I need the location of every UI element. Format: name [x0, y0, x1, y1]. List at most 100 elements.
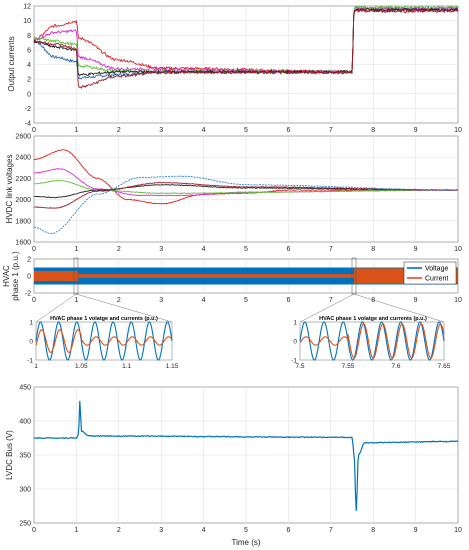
panel-hvac-phase-1: 0 1 2 3 4 5 6 7 8 9 10-202 HVAC phase 1 (p.u.) Vol… [2, 251, 462, 323]
ytick-label: 1600 [15, 240, 31, 247]
xtick-label: 4 [202, 527, 206, 534]
ytick-label: 0 [293, 339, 297, 346]
series-line-darkred [33, 8, 459, 90]
ytick-label: 450 [19, 385, 31, 392]
xtick-label: 1 [34, 363, 38, 370]
xtick-label: 1.15 [166, 363, 179, 370]
legend-voltage: Voltage [425, 266, 448, 273]
legend: Voltage Current [403, 261, 457, 285]
xtick-label: 9 [414, 527, 418, 534]
zoom-voltage-line [299, 321, 445, 361]
xtick-label: 2 [117, 527, 121, 534]
xtick-label: 7.5 [295, 363, 304, 370]
xtick-label: 9 [414, 246, 418, 253]
xtick-label: 0 [32, 127, 36, 134]
panel-lvdc-bus: 0 1 2 3 4 5 6 7 8 9 10 250 300 350 400 450 LVDC Bus (V)… [5, 385, 462, 548]
ylabel-output-currents: Output currents [7, 36, 16, 91]
xlabel-time: Time (s) [231, 538, 260, 547]
xtick-label: 4 [202, 297, 206, 304]
series-line-green [33, 179, 459, 195]
xtick-label: 1 [74, 527, 78, 534]
xtick-label: 6 [286, 127, 290, 134]
xtick-label: 1.05 [75, 363, 88, 370]
xtick-label: 8 [371, 297, 375, 304]
ytick-label: 1 [293, 320, 297, 327]
ytick-label: 6 [27, 47, 31, 54]
ytick-label: -1 [291, 358, 297, 365]
ytick-label: -1 [27, 358, 33, 365]
xtick-label: 2 [117, 297, 121, 304]
xtick-label: 4 [202, 127, 206, 134]
ytick-label: 10 [23, 18, 31, 25]
ytick-label: 0 [27, 274, 31, 281]
ytick-label: 2 [27, 257, 31, 264]
ytick-label: 250 [19, 521, 31, 528]
zoom-inset-2: HVAC phase 1 volatge and currents (p.u.)… [291, 316, 450, 370]
xtick-label: 6 [286, 297, 290, 304]
ytick-label: 2000 [15, 197, 31, 204]
xtick-label: 5 [244, 127, 248, 134]
series-line-green [33, 5, 459, 74]
ytick-label: 350 [19, 453, 31, 460]
xtick-label: 7 [329, 246, 333, 253]
zoom2-title: HVAC phase 1 volatge and currents (p.u.) [319, 316, 427, 322]
ytick-label: 12 [23, 4, 31, 11]
xtick-label: 1 [74, 246, 78, 253]
xtick-label: 5 [244, 297, 248, 304]
xtick-label: 3 [159, 246, 163, 253]
xtick-label: 2 [117, 246, 121, 253]
xtick-label: 0 [32, 246, 36, 253]
ytick-label: -2 [25, 291, 31, 298]
zoom1-title: HVAC phase 1 volatge and currents (p.u.) [50, 316, 158, 322]
xtick-label: 3 [159, 527, 163, 534]
ytick-label: 2 [27, 77, 31, 84]
xtick-label: 8 [371, 527, 375, 534]
xtick-label: 7 [329, 297, 333, 304]
xtick-label: 7.55 [342, 363, 355, 370]
xtick-label: 3 [159, 297, 163, 304]
xtick-label: 0 [32, 527, 36, 534]
xtick-label: 4 [202, 246, 206, 253]
xtick-label: 2 [117, 127, 121, 134]
ylabel-hvac-line2: phase 1 (p.u.) [11, 251, 20, 301]
ytick-label: 400 [19, 419, 31, 426]
xtick-label: 1 [74, 297, 78, 304]
zoom-voltage-line [35, 321, 173, 361]
current-band [78, 274, 355, 278]
xtick-label: 5 [244, 527, 248, 534]
current-band [34, 270, 79, 282]
xtick-label: 7.65 [438, 363, 451, 370]
xtick-label: 5 [244, 246, 248, 253]
ytick-label: 300 [19, 487, 31, 494]
ytick-label: 1800 [15, 218, 31, 225]
xtick-label: 10 [454, 297, 462, 304]
ylabel-hvdc-link-voltages: HVDC link voltages [5, 155, 14, 224]
xtick-label: 6 [286, 246, 290, 253]
xtick-label: 9 [414, 127, 418, 134]
zoom-inset-1: HVAC phase 1 volatge and currents (p.u.)… [27, 316, 178, 370]
ytick-label: 2600 [15, 134, 31, 141]
xtick-label: 9 [414, 297, 418, 304]
ytick-label: -4 [25, 121, 31, 128]
ytick-label: -2 [25, 106, 31, 113]
xtick-label: 8 [371, 246, 375, 253]
panel-hvdc-link-voltages: 0 1 2 3 4 5 6 7 8 9 10 1600 1800 2000 2200 2400 2600 HVD… [5, 134, 462, 254]
xtick-label: 8 [371, 127, 375, 134]
series-line-darkred [33, 182, 459, 209]
xtick-label: 0 [32, 297, 36, 304]
ytick-label: 2400 [15, 155, 31, 162]
zoom-current-line [35, 329, 173, 353]
ylabel-lvdc-bus: LVDC Bus (V) [5, 430, 14, 480]
ytick-label: 0 [27, 91, 31, 98]
series-line-dashblue [33, 175, 459, 235]
xtick-label: 7 [329, 527, 333, 534]
xtick-label: 6 [286, 527, 290, 534]
xtick-label: 1.1 [122, 363, 131, 370]
xtick-label: 7 [329, 127, 333, 134]
xtick-label: 10 [454, 246, 462, 253]
ytick-label: 0 [29, 339, 33, 346]
ytick-label: 2200 [15, 176, 31, 183]
ytick-label: 1 [29, 320, 33, 327]
